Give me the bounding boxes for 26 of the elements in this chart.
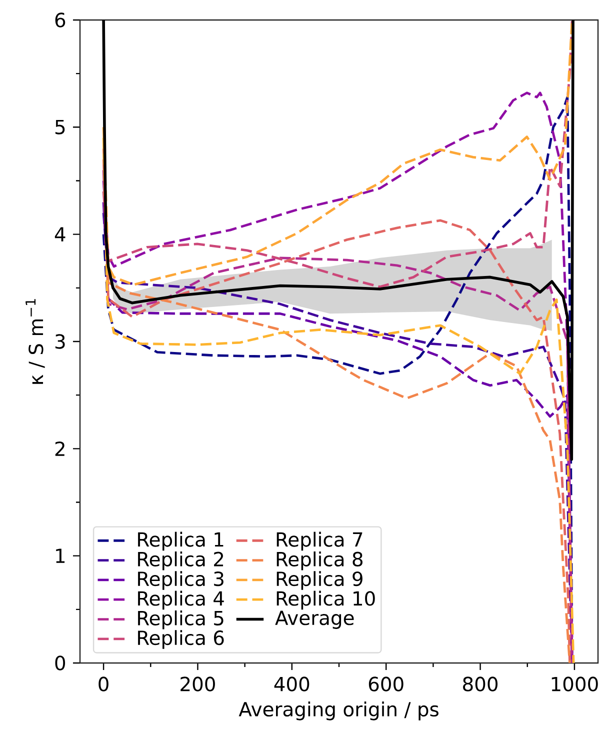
legend-label: Replica 9	[276, 571, 362, 590]
legend-label: Replica 4	[138, 590, 224, 610]
y-tick-label: 4	[54, 227, 66, 242]
legend-label: Replica 5	[138, 610, 224, 630]
x-tick-label: 1000	[552, 676, 598, 692]
y-tick-label: 6	[55, 12, 66, 28]
y-tick-label: 1	[56, 548, 65, 563]
legend-label: Replica 1	[138, 532, 224, 551]
legend-label: Replica 10	[276, 590, 375, 610]
x-tick-label: 600	[368, 676, 404, 692]
legend-label: Replica 3	[138, 571, 224, 590]
y-axis-title: κ / S m$^{−1}$	[26, 299, 45, 384]
y-tick-label: 5	[55, 120, 65, 134]
x-tick-label: 0	[98, 676, 108, 692]
legend-label: Replica 8	[276, 551, 362, 570]
legend-label: Replica 2	[138, 551, 224, 570]
x-axis-title: Averaging origin / ps	[238, 702, 438, 720]
x-tick-label: 400	[274, 676, 310, 692]
legend-label: Replica 6	[138, 630, 224, 649]
y-tick-label: 0	[55, 656, 66, 670]
legend-label: Average	[275, 610, 354, 629]
x-tick-label: 800	[463, 676, 498, 692]
y-tick-label: 3	[55, 334, 65, 349]
x-tick-label: 200	[180, 676, 215, 692]
legend-label: Replica 7	[276, 532, 362, 551]
y-tick-label: 2	[55, 441, 64, 456]
